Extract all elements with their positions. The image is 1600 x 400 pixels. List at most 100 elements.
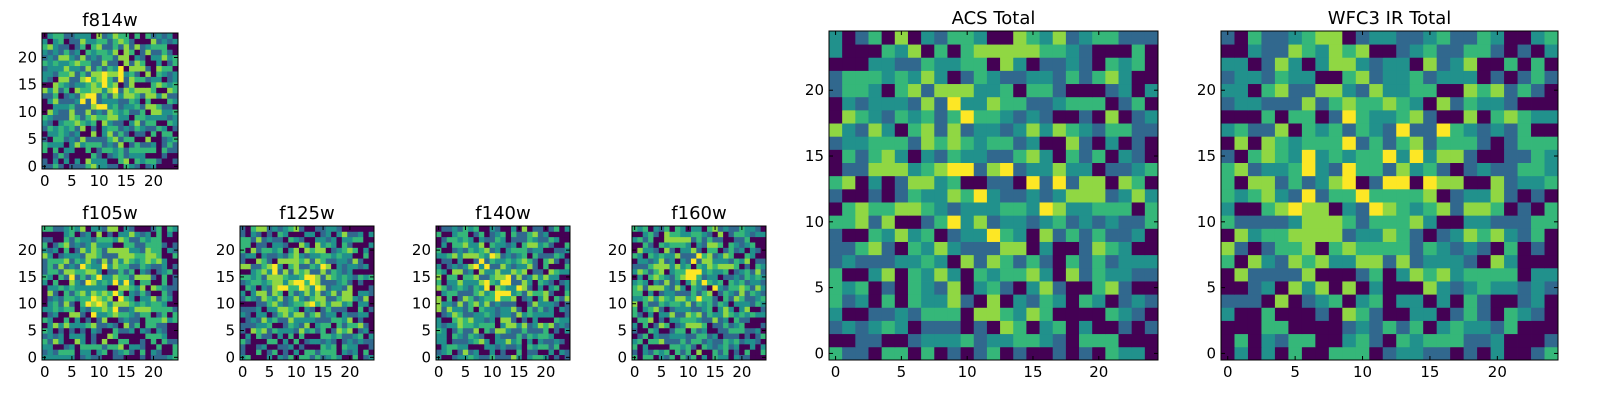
- heatmap-cell: [1355, 294, 1370, 308]
- heatmap-cell: [441, 231, 448, 238]
- heatmap-cell: [1092, 267, 1106, 282]
- heatmap-cell: [139, 76, 146, 83]
- heatmap-cell: [145, 141, 152, 148]
- heatmap-cell: [907, 307, 922, 321]
- heatmap-cell: [1301, 162, 1316, 177]
- heatmap-cell: [1517, 202, 1532, 216]
- heatmap-cell: [452, 252, 458, 259]
- heatmap-cell: [277, 327, 284, 334]
- heatmap-cell: [1118, 70, 1133, 85]
- heatmap-cell: [341, 236, 348, 243]
- heatmap-cell: [80, 284, 86, 291]
- heatmap-cell: [63, 327, 70, 334]
- heatmap-cell: [532, 338, 539, 345]
- heatmap-cell: [1504, 57, 1518, 71]
- heatmap-cell: [868, 294, 883, 308]
- heatmap-cell: [1301, 96, 1316, 111]
- heatmap-cell: [842, 162, 856, 177]
- heatmap-cell: [1274, 57, 1289, 71]
- heatmap-cell: [101, 242, 108, 248]
- heatmap-cell: [150, 152, 157, 159]
- heatmap-cell: [1013, 254, 1027, 269]
- heatmap-cell: [1000, 109, 1014, 124]
- heatmap-cell: [658, 349, 665, 356]
- heatmap-cell: [986, 281, 1001, 295]
- heatmap-cell: [921, 188, 935, 203]
- heatmap-cell: [1477, 109, 1491, 124]
- heatmap-cell: [1065, 149, 1080, 163]
- heatmap-cell: [842, 333, 856, 348]
- heatmap-cell: [478, 226, 485, 232]
- heatmap-cell: [521, 268, 528, 275]
- heatmap-cell: [685, 317, 692, 323]
- heatmap-cell: [855, 83, 869, 98]
- heatmap-cell: [760, 295, 767, 302]
- heatmap-cell: [96, 109, 103, 115]
- heatmap-cell: [240, 231, 246, 238]
- heatmap-cell: [112, 147, 119, 154]
- heatmap-cell: [500, 263, 507, 270]
- heatmap-cell: [934, 175, 948, 190]
- heatmap-cell: [441, 338, 448, 345]
- heatmap-cell: [63, 54, 70, 61]
- heatmap-cell: [553, 247, 560, 254]
- heatmap-cell: [516, 252, 523, 259]
- heatmap-cell: [240, 268, 246, 275]
- heatmap-cell: [85, 92, 92, 99]
- heatmap-cell: [921, 254, 935, 269]
- heatmap-cell: [161, 152, 168, 159]
- heatmap-cell: [256, 311, 262, 318]
- heatmap-cell: [261, 258, 268, 264]
- x-tick-label: 15: [117, 172, 136, 190]
- heatmap-cell: [156, 258, 163, 264]
- heatmap-cell: [256, 317, 262, 323]
- heatmap-cell: [1342, 96, 1357, 111]
- heatmap-cell: [1052, 162, 1067, 177]
- heatmap-cell: [749, 242, 756, 248]
- heatmap-cell: [123, 252, 130, 259]
- heatmap-cell: [250, 274, 257, 280]
- heatmap-cell: [347, 274, 353, 280]
- heatmap-cell: [829, 188, 843, 203]
- heatmap-cell: [1288, 96, 1303, 111]
- heatmap-cell: [240, 236, 246, 243]
- heatmap-cell: [1118, 123, 1133, 137]
- heatmap-cell: [744, 317, 751, 323]
- heatmap-cell: [674, 306, 681, 313]
- heatmap-cell: [266, 317, 273, 323]
- heatmap-cell: [1544, 294, 1559, 308]
- heatmap-cell: [80, 158, 86, 164]
- heatmap-cell: [1079, 123, 1093, 137]
- heatmap-cell: [58, 65, 65, 72]
- heatmap-cell: [755, 338, 762, 345]
- heatmap-cell: [240, 306, 246, 313]
- heatmap-cell: [341, 311, 348, 318]
- heatmap-cell: [282, 295, 289, 302]
- heatmap-cell: [85, 333, 92, 339]
- heatmap-cell: [1490, 241, 1505, 256]
- heatmap-cell: [69, 279, 76, 286]
- heatmap-cell: [42, 141, 48, 148]
- heatmap-cell: [855, 175, 869, 190]
- heatmap-cell: [669, 268, 676, 275]
- y-tick-label: 20: [608, 241, 627, 259]
- heatmap-cell: [723, 263, 729, 270]
- heatmap-cell: [712, 252, 719, 259]
- heatmap-cell: [505, 268, 512, 275]
- heatmap-cell: [101, 65, 108, 72]
- heatmap-cell: [664, 258, 670, 264]
- heatmap-cell: [680, 247, 686, 254]
- heatmap-cell: [69, 120, 76, 126]
- heatmap-cell: [240, 295, 246, 302]
- heatmap-cell: [484, 226, 490, 232]
- heatmap-cell: [112, 311, 119, 318]
- heatmap-cell: [1026, 149, 1040, 163]
- heatmap-cell: [1026, 109, 1040, 124]
- heatmap-cell: [1382, 346, 1397, 361]
- heatmap-cell: [139, 163, 146, 170]
- heatmap-cell: [1517, 333, 1532, 348]
- heatmap-cell: [1118, 346, 1133, 361]
- heatmap-cell: [101, 258, 108, 264]
- heatmap-cell: [760, 311, 767, 318]
- heatmap-cell: [63, 338, 70, 345]
